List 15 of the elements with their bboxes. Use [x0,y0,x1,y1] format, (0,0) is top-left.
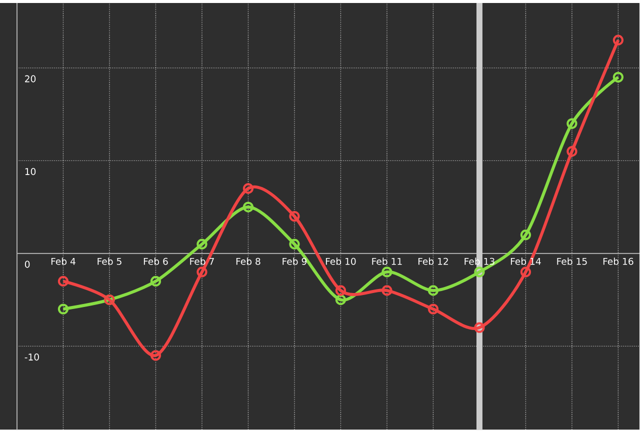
y-tick-label: 20 [25,75,36,83]
x-tick-label: Feb 16 [603,258,634,266]
x-tick-label: Feb 12 [418,258,448,266]
x-tick-label: Feb 11 [372,258,402,266]
x-tick-label: Feb 6 [144,258,168,266]
y-tick-label: 10 [25,168,36,176]
y-tick-label: 0 [24,260,30,268]
x-tick-label: Feb 7 [190,258,214,266]
x-tick-label: Feb 5 [98,258,122,266]
x-tick-label: Feb 10 [326,258,356,266]
x-tick-label: Feb 8 [236,258,260,266]
x-tick-label: Feb 9 [282,258,306,266]
x-tick-label: Feb 4 [51,258,76,266]
y-tick-label: -10 [24,354,39,361]
x-tick-label: Feb 15 [557,258,587,266]
